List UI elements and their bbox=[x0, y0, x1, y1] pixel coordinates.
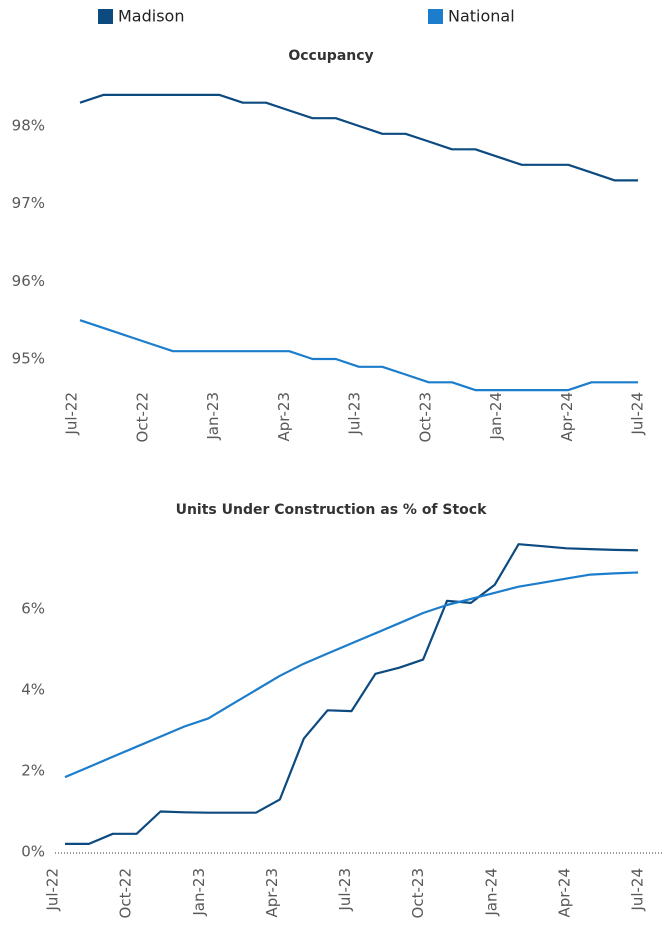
chart-title: Occupancy bbox=[288, 48, 373, 64]
x-tick-label: Apr-23 bbox=[275, 392, 293, 442]
x-tick-label: Jul-23 bbox=[346, 392, 364, 436]
chart-title: Units Under Construction as % of Stock bbox=[176, 502, 487, 518]
x-tick-label: Apr-23 bbox=[263, 868, 281, 918]
x-tick-label: Jan-24 bbox=[487, 392, 505, 441]
x-tick-label: Apr-24 bbox=[558, 392, 576, 442]
legend-label: National bbox=[448, 7, 515, 26]
y-tick-label: 95% bbox=[12, 350, 45, 368]
x-tick-label: Oct-23 bbox=[416, 392, 434, 442]
x-tick-label: Jul-23 bbox=[336, 868, 354, 912]
x-tick-label: Oct-22 bbox=[133, 392, 151, 442]
series-line bbox=[64, 571, 639, 779]
y-tick-label: 97% bbox=[12, 194, 45, 212]
legend-label: Madison bbox=[118, 7, 184, 26]
y-tick-label: 96% bbox=[12, 272, 45, 290]
x-tick-label: Jan-24 bbox=[482, 868, 500, 917]
series-line bbox=[79, 93, 638, 182]
x-tick-label: Oct-23 bbox=[409, 868, 427, 918]
x-tick-label: Jan-23 bbox=[204, 392, 222, 441]
x-tick-label: Jul-24 bbox=[629, 392, 647, 436]
x-tick-label: Jan-23 bbox=[190, 868, 208, 917]
x-tick-label: Oct-22 bbox=[117, 868, 135, 918]
y-tick-label: 2% bbox=[21, 762, 45, 780]
x-tick-label: Jul-22 bbox=[63, 392, 81, 436]
x-tick-label: Jul-24 bbox=[629, 868, 647, 912]
legend-swatch bbox=[98, 9, 113, 24]
y-tick-label: 4% bbox=[21, 681, 45, 699]
x-tick-label: Apr-24 bbox=[555, 868, 573, 918]
x-tick-label: Jul-22 bbox=[44, 868, 62, 912]
legend-swatch bbox=[428, 9, 443, 24]
series-line bbox=[79, 319, 638, 392]
y-tick-label: 98% bbox=[12, 117, 45, 135]
series-line bbox=[65, 543, 639, 845]
y-tick-label: 6% bbox=[21, 600, 45, 618]
y-tick-label: 0% bbox=[21, 843, 45, 861]
